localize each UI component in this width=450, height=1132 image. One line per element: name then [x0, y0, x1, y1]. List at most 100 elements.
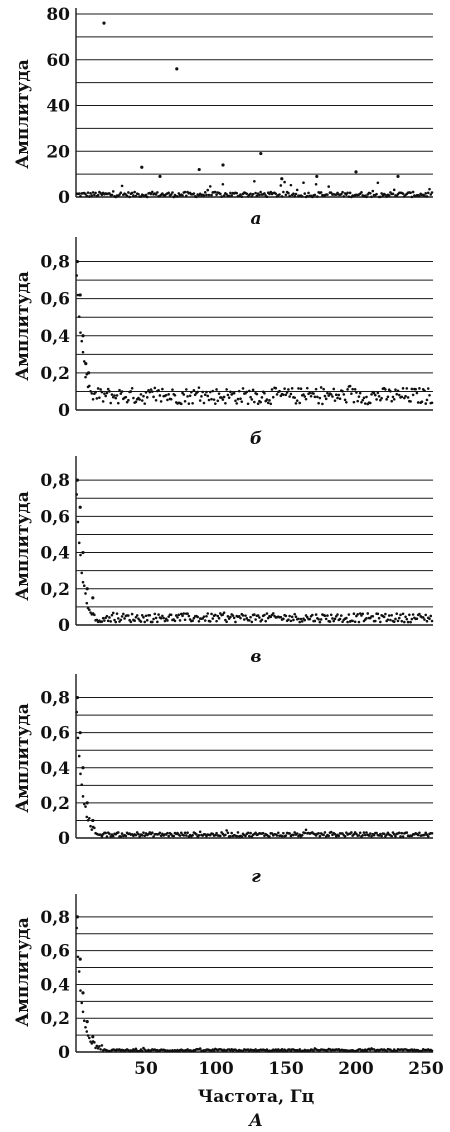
panel-a-peak-point	[315, 174, 319, 179]
panel-d-data-point	[400, 831, 404, 835]
panel-d-data-point	[329, 830, 333, 834]
panel-c-data-point	[353, 620, 357, 624]
panel-a-peak-point	[354, 170, 358, 174]
panel-b-data-point	[326, 391, 329, 395]
panel-b-data-point	[350, 392, 353, 395]
panel-d-data-point	[426, 834, 430, 838]
panel-c-data-point	[254, 618, 257, 621]
panel-e-data-point	[98, 1045, 101, 1048]
panel-a-data-point	[401, 192, 405, 195]
panel-b-data-point	[263, 391, 266, 395]
panel-d-ylabel: Амплитуда	[13, 703, 33, 812]
panel-a-data-point	[426, 191, 430, 195]
panel-b-data-point	[428, 393, 431, 397]
panel-c-data-point	[317, 617, 320, 621]
panel-a-data-point	[192, 192, 196, 195]
panel-b-data-point	[225, 388, 228, 391]
panel-b-data-point	[192, 389, 196, 392]
panel-d-data-point	[235, 834, 239, 838]
panel-b-data-point	[214, 402, 217, 405]
panel-c-data-point	[148, 613, 152, 617]
panel-b-data-point	[414, 387, 417, 391]
panel-a-data-point	[258, 193, 261, 197]
panel-a-data-point	[418, 194, 421, 198]
panel-b-data-point	[98, 396, 101, 399]
panel-d-data-point	[137, 832, 140, 836]
panel-b-data-point	[303, 395, 307, 398]
panel-d-data-point	[323, 831, 327, 834]
panel-b-data-point	[185, 388, 188, 391]
panel-d-data-point	[423, 833, 426, 837]
panel-b-data-point	[376, 391, 380, 395]
panel-b-data-point	[380, 396, 383, 400]
panel-d-data-point	[140, 834, 144, 837]
panel-c-data-point	[313, 619, 317, 623]
panel-c-data-point	[418, 612, 421, 616]
panel-d-data-point	[350, 831, 353, 834]
panel-b-data-point	[289, 392, 293, 396]
panel-b-data-point	[120, 390, 124, 393]
panel-a-data-point	[368, 191, 372, 195]
panel-d-data-point	[416, 833, 420, 837]
panel-a-data-point	[428, 187, 431, 191]
panel-d-data-point	[85, 815, 89, 819]
panel-d-data-point	[249, 831, 252, 835]
panel-e-y-tick-label: 0,8	[40, 908, 70, 928]
panel-b-data-point	[332, 387, 336, 391]
panel-c-data-point	[159, 616, 163, 620]
panel-a-data-point	[410, 195, 414, 199]
panel-c-data-point	[197, 620, 201, 623]
panel-b-data-point	[377, 395, 381, 398]
panel-a-data-point	[85, 194, 89, 198]
panel-d-data-point	[215, 831, 218, 835]
panel-a-ylabel: Амплитуда	[13, 59, 33, 168]
panel-b-data-point	[331, 395, 334, 398]
panel-d-data-point	[82, 802, 86, 806]
panel-b-letter: б	[250, 429, 262, 449]
panel-d-data-point	[179, 831, 183, 835]
panel-c-data-point	[157, 613, 160, 616]
panel-a-data-point	[294, 192, 298, 196]
panel-d-data-point	[230, 831, 233, 835]
panel-b-data-point	[89, 389, 92, 393]
panel-b-data-point	[75, 274, 78, 277]
panel-b-data-point	[322, 387, 325, 391]
panel-b-data-point	[114, 396, 118, 400]
panel-b-data-point	[284, 393, 288, 397]
panel-b-data-point	[324, 397, 328, 401]
panel-d-data-point	[158, 831, 162, 835]
panel-d-data-point	[108, 832, 111, 836]
panel-c-data-point	[178, 619, 182, 622]
panel-a-data-point	[375, 192, 378, 196]
panel-b-data-point	[212, 398, 216, 401]
panel-c-data-point	[76, 520, 80, 524]
panel-c-data-point	[358, 612, 362, 615]
panel-b-data-point	[251, 388, 255, 392]
panel-a-peak-point	[396, 174, 400, 179]
panel-c-data-point	[214, 613, 217, 617]
panel-b-data-point	[216, 399, 220, 403]
panel-b-data-point	[290, 387, 294, 390]
panel-d-data-point	[104, 831, 107, 835]
panel-d-peak-point	[81, 766, 85, 770]
panel-b-data-point	[397, 393, 401, 397]
panel-b-data-point	[116, 401, 120, 405]
panel-d-data-point	[172, 834, 176, 838]
panel-a-data-point	[89, 192, 92, 195]
panel-b-data-point	[329, 393, 333, 396]
panel-b-data-point	[82, 360, 86, 363]
panel-c-data-point	[318, 620, 322, 624]
panel-b-data-point	[220, 396, 223, 399]
panel-c-data-point	[415, 617, 419, 620]
panel-b-data-point	[256, 402, 260, 406]
panel-c-data-point	[365, 616, 368, 620]
panel-d-data-point	[318, 834, 322, 838]
panel-c-data-point	[79, 553, 82, 557]
panel-b-data-point	[134, 400, 138, 404]
panel-c-data-point	[75, 493, 78, 496]
panel-b-data-point	[143, 402, 147, 405]
panel-d-data-point	[90, 828, 94, 831]
panel-b-data-point	[191, 401, 194, 405]
panel-c-data-point	[137, 617, 140, 620]
panel-b-data-point	[77, 315, 81, 318]
